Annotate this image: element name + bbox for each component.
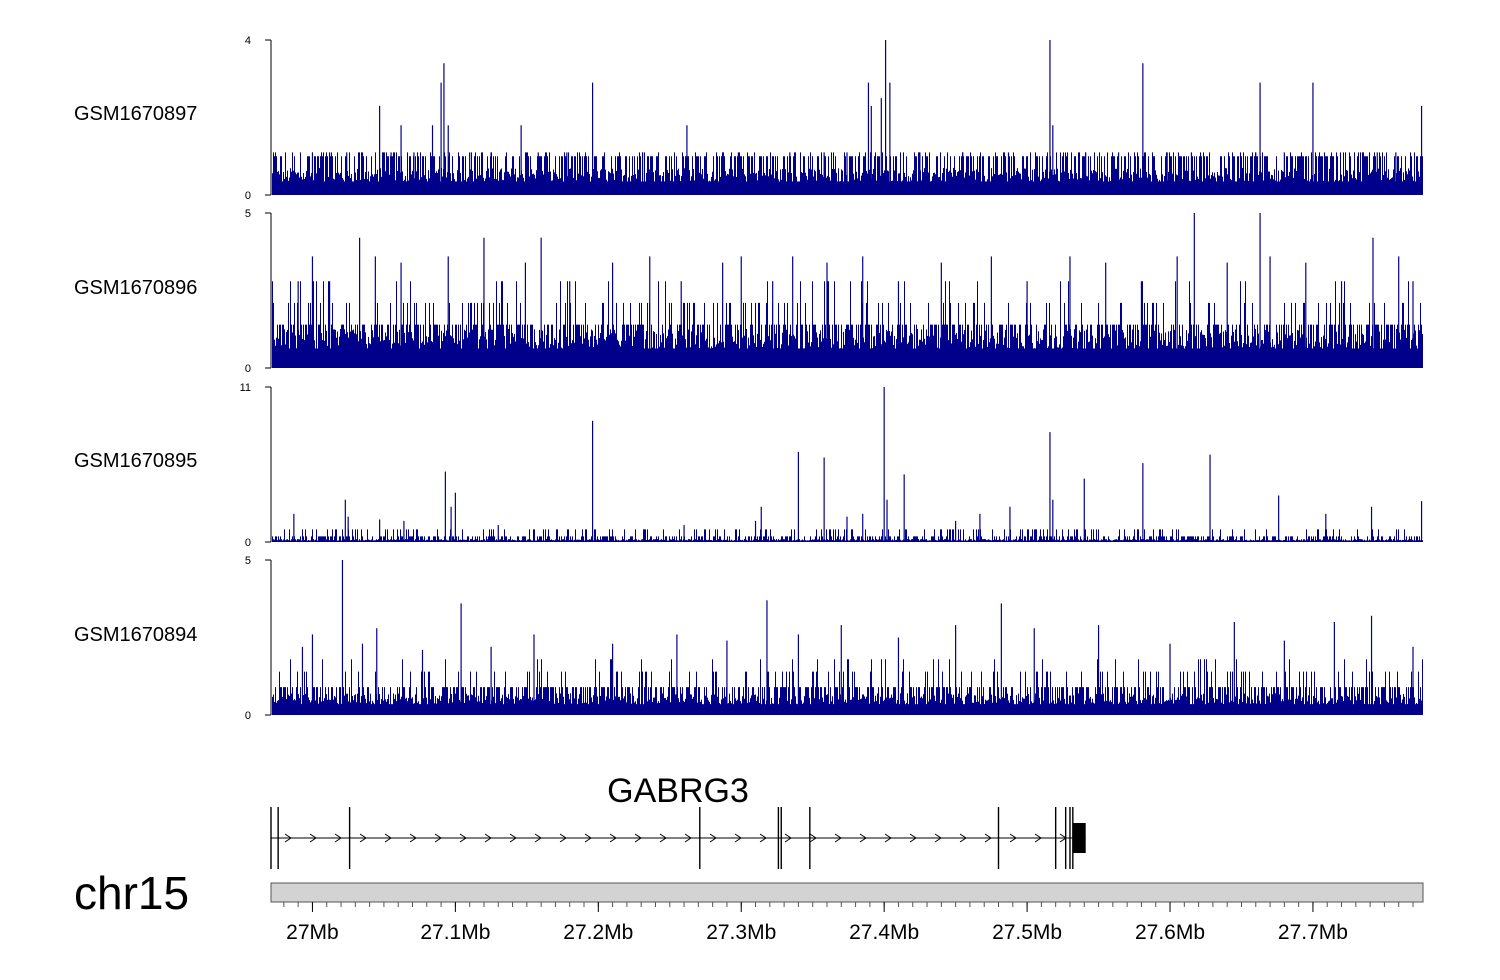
strand-arrow <box>759 833 767 843</box>
coverage-track-4: 50 <box>245 555 1423 722</box>
strand-arrow <box>609 833 617 843</box>
strand-arrow <box>334 833 342 843</box>
strand-arrow <box>834 833 842 843</box>
y-tick-label-min: 0 <box>245 710 251 722</box>
strand-arrow <box>659 833 667 843</box>
strand-arrow <box>559 833 567 843</box>
strand-arrow <box>384 833 392 843</box>
strand-arrow <box>534 833 542 843</box>
chromosome-ideogram-bar <box>270 882 1424 903</box>
strand-arrow <box>884 833 892 843</box>
y-tick-label-max: 5 <box>245 555 251 567</box>
strand-arrow <box>509 833 517 843</box>
y-tick-label-max: 11 <box>240 382 251 394</box>
x-tick-label-5: 27.4Mb <box>849 921 919 944</box>
y-tick-label-max: 4 <box>245 35 251 47</box>
strand-arrow <box>284 833 292 843</box>
gene-utr-block <box>1072 823 1086 853</box>
strand-arrow <box>434 833 442 843</box>
strand-arrow <box>684 833 692 843</box>
x-tick-label-1: 27Mb <box>286 921 339 944</box>
strand-arrow <box>984 833 992 843</box>
strand-arrow <box>784 833 792 843</box>
gene-annotation-track: GABRG3 <box>270 772 1086 869</box>
chromosome-label: chr15 <box>74 867 190 919</box>
x-tick-label-7: 27.6Mb <box>1135 921 1205 944</box>
track-label-4: GSM1670894 <box>74 624 198 646</box>
y-tick-label-min: 0 <box>245 537 251 549</box>
strand-arrow <box>809 833 817 843</box>
strand-arrow <box>1034 833 1042 843</box>
strand-arrow <box>634 833 642 843</box>
strand-arrow <box>934 833 942 843</box>
y-tick-label-min: 0 <box>245 363 251 375</box>
track-label-2: GSM1670896 <box>74 277 198 299</box>
y-tick-label-max: 5 <box>245 208 251 220</box>
strand-arrow <box>309 833 317 843</box>
track-label-1: GSM1670897 <box>74 103 198 125</box>
x-tick-label-4: 27.3Mb <box>706 921 776 944</box>
strand-arrow <box>859 833 867 843</box>
x-tick-label-2: 27.1Mb <box>420 921 490 944</box>
coverage-track-1: 40 <box>245 35 1423 202</box>
strand-arrow <box>484 833 492 843</box>
x-tick-label-6: 27.5Mb <box>992 921 1062 944</box>
strand-arrow <box>409 833 417 843</box>
strand-arrow <box>709 833 717 843</box>
strand-arrow <box>1009 833 1017 843</box>
strand-arrow <box>909 833 917 843</box>
chromosome-axis: 27Mb 27.1Mb 27.2Mb 27.3Mb 27.4Mb 27.5Mb 27.6Mb… <box>270 882 1424 944</box>
gene-name-label: GABRG3 <box>607 772 749 810</box>
x-tick-label-3: 27.2Mb <box>563 921 633 944</box>
coverage-base <box>272 704 1423 715</box>
coverage-track-3: 11 0 <box>240 382 1423 549</box>
track-label-3: GSM1670895 <box>74 450 198 472</box>
coverage-track-2: 50 <box>245 208 1423 375</box>
strand-arrow <box>584 833 592 843</box>
y-tick-label-min: 0 <box>245 190 251 202</box>
strand-arrow <box>734 833 742 843</box>
strand-arrow <box>459 833 467 843</box>
coverage-base <box>272 348 1423 368</box>
x-tick-label-8: 27.7Mb <box>1278 921 1348 944</box>
strand-arrow <box>359 833 367 843</box>
strand-arrow <box>959 833 967 843</box>
